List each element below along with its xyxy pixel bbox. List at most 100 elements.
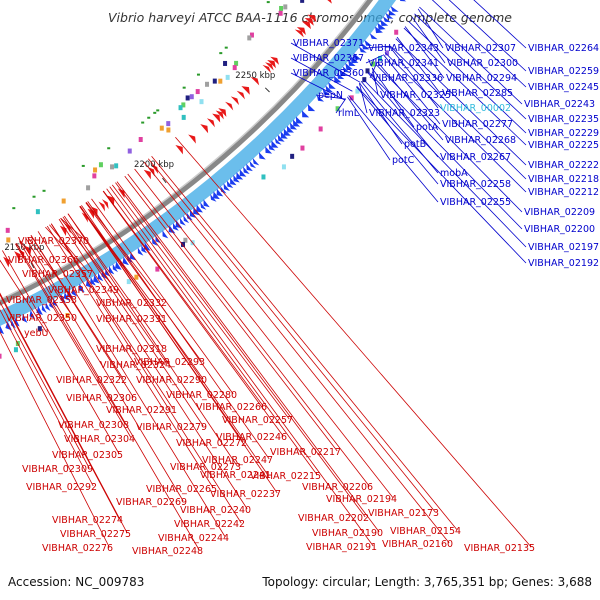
forward-gene <box>63 291 70 301</box>
reverse-leader-line <box>20 240 74 318</box>
reverse-gene-label: VIBHAR_02265 <box>146 484 217 495</box>
feature-block <box>13 347 18 353</box>
backbone-ring <box>0 0 374 306</box>
feature-block <box>300 145 305 151</box>
forward-leader-line <box>389 45 527 180</box>
forward-leader-line <box>368 71 523 230</box>
feature-block <box>234 60 239 66</box>
forward-leader-line <box>371 68 415 128</box>
forward-leader-line <box>414 13 527 120</box>
forward-leader-line <box>367 72 439 158</box>
feature-block <box>181 102 186 108</box>
reverse-gene-label: VIBHAR_02276 <box>42 543 113 554</box>
forward-gene <box>0 325 5 335</box>
reverse-gene-label: VIBHAR_02160 <box>382 539 453 550</box>
reverse-leader-line <box>109 186 374 547</box>
forward-gene <box>377 22 386 30</box>
forward-gene <box>350 56 359 64</box>
reverse-gene-label: VIBHAR_02309 <box>22 464 93 475</box>
reverse-leader-line <box>115 182 366 518</box>
forward-gene-label: potC <box>392 155 415 166</box>
forward-gene <box>243 166 250 174</box>
forward-leader-line <box>315 94 346 100</box>
reverse-gene <box>175 145 183 155</box>
forward-gene <box>271 140 279 148</box>
reverse-gene-label: VIBHAR_02350 <box>6 313 77 324</box>
forward-gene-label: VIBHAR_02209 <box>524 207 595 218</box>
forward-gene <box>172 222 179 231</box>
feature-block <box>199 99 204 105</box>
reverse-gene <box>262 64 272 74</box>
reverse-gene-label: VIBHAR_02308 <box>58 420 129 431</box>
reverse-gene-label: VIBHAR_02366 <box>8 255 79 266</box>
reverse-gene-label: VIBHAR_02135 <box>464 543 535 554</box>
forward-leader-line <box>348 95 439 203</box>
forward-leader-line <box>384 52 527 193</box>
forward-gene <box>382 16 391 23</box>
forward-gene <box>223 183 230 191</box>
reverse-leader-line <box>175 137 532 548</box>
forward-leader-line <box>389 46 439 109</box>
forward-gene <box>295 116 304 124</box>
feature-block <box>86 185 91 191</box>
gene-tracks <box>0 0 407 359</box>
reverse-leader-line <box>19 241 200 551</box>
reverse-gene-label: VIBHAR_02274 <box>52 515 123 526</box>
green-marker <box>107 147 111 150</box>
reverse-leader-line <box>50 223 242 524</box>
forward-gene-label: VIBHAR_02264 <box>528 43 599 54</box>
reverse-gene <box>301 21 311 30</box>
feature-block <box>300 0 305 3</box>
reverse-gene <box>215 110 224 120</box>
forward-gene-label: VIBHAR_02259 <box>528 66 599 77</box>
forward-gene <box>183 215 190 224</box>
backbone-inner-ring <box>0 0 368 301</box>
forward-gene <box>29 310 36 319</box>
reverse-leader-line <box>15 242 126 425</box>
reverse-gene-label: VIBHAR_02190 <box>312 528 383 539</box>
reverse-leader-line <box>124 175 338 452</box>
reverse-gene-label: VIBHAR_02215 <box>250 471 321 482</box>
reverse-gene <box>150 164 159 174</box>
forward-gene <box>14 317 20 327</box>
forward-gene-label: VIBHAR_02336 <box>372 73 443 84</box>
feature-block <box>138 137 143 143</box>
reverse-gene <box>212 113 221 123</box>
forward-gene-label: VIBHAR_02341 <box>368 58 439 69</box>
green-marker <box>224 46 228 49</box>
tick-mark <box>264 87 270 93</box>
forward-gene <box>203 199 210 208</box>
forward-gene-label: VIBHAR_02218 <box>528 174 599 185</box>
reverse-leader-line <box>81 205 268 475</box>
green-marker <box>196 73 200 76</box>
forward-gene <box>388 9 397 16</box>
reverse-gene-label: VIBHAR_02322 <box>56 375 127 386</box>
forward-gene <box>90 277 96 286</box>
reverse-gene-label: VIBHAR_02244 <box>158 533 229 544</box>
reverse-gene <box>304 18 314 26</box>
forward-gene <box>112 263 118 273</box>
reverse-gene-label: VIBHAR_02217 <box>270 447 341 458</box>
reverse-leader-line <box>37 231 226 538</box>
forward-gene <box>78 283 85 293</box>
reverse-gene-label: VIBHAR_02324 <box>100 360 171 371</box>
map-title: Vibrio harveyi ATCC BAA-1116 chromosome … <box>108 10 512 25</box>
reverse-gene <box>241 86 250 95</box>
reverse-gene <box>236 90 245 100</box>
feature-block <box>247 35 252 41</box>
feature-block <box>283 4 288 10</box>
feature-block <box>166 127 171 133</box>
forward-gene-label: VIBHAR_02367 <box>293 53 364 64</box>
forward-gene <box>301 110 310 118</box>
reverse-gene-label: VIBHAR_02269 <box>116 497 187 508</box>
reverse-gene-label: VIBHAR_02246 <box>216 432 287 443</box>
forward-gene <box>342 66 351 73</box>
feature-block <box>281 164 286 170</box>
reverse-gene-label: VIBHAR_02154 <box>390 526 461 537</box>
forward-gene <box>274 137 282 145</box>
feature-block <box>5 227 10 233</box>
reverse-leader-line <box>30 235 134 398</box>
forward-gene <box>168 225 176 234</box>
